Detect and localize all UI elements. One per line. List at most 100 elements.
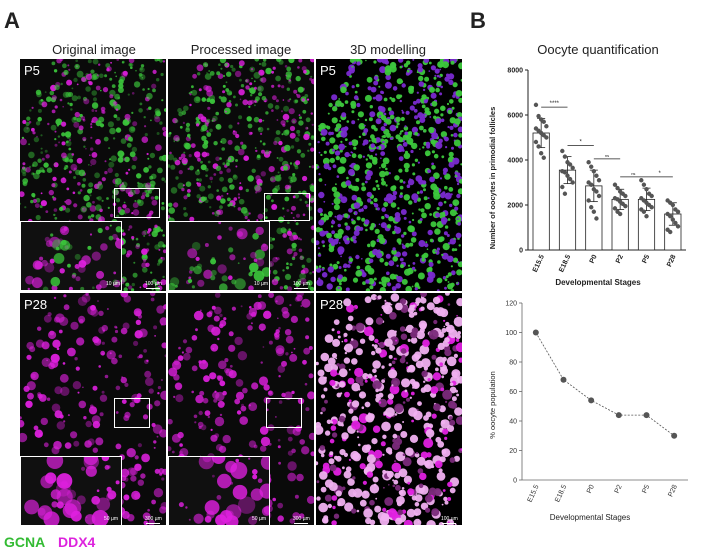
bar-data-point	[533, 139, 539, 145]
bar-chart-oocyte-quantification: Oocyte quantification Number of oocytes …	[488, 42, 686, 287]
micrograph-p5-3d-model	[316, 59, 462, 291]
inset-p5-processed	[168, 221, 270, 291]
bar-data-point	[589, 164, 594, 169]
bar-y-tick-label: 2000	[507, 203, 523, 210]
bar-data-point	[670, 202, 676, 208]
line-data-point	[560, 376, 567, 383]
scale-text-main-p28-processed: 300 µm	[293, 516, 310, 522]
bar-data-point	[639, 178, 644, 183]
bar	[532, 132, 550, 251]
line-y-tick-label: 120	[505, 301, 517, 308]
roi-square-p5-original	[114, 188, 160, 218]
panel-letter-b: B	[470, 8, 486, 33]
line-data-point	[532, 329, 539, 336]
line-data-point	[615, 412, 622, 419]
micrograph-texture	[316, 293, 462, 525]
significance-label: ****	[550, 101, 560, 107]
line-x-tick-label: E18.5	[554, 484, 568, 504]
significance-label: *	[658, 171, 661, 177]
bar-data-point	[570, 165, 575, 171]
bar-data-point	[641, 182, 647, 187]
significance-label: ns	[605, 153, 609, 158]
bar-data-point	[596, 193, 602, 199]
scale-text-inset-p5-processed: 10 µm	[254, 281, 268, 287]
bar-y-tick-label: 6000	[507, 113, 523, 120]
bar-data-point	[612, 182, 618, 187]
bar-data-point	[541, 155, 546, 160]
line-y-tick-label: 0	[513, 478, 517, 485]
bar-y-tick-label: 4000	[507, 158, 523, 165]
line-x-tick-label: P5	[641, 484, 651, 495]
legend-gcna: GCNA	[4, 534, 46, 550]
bar-data-point	[589, 182, 594, 187]
line-chart-ylabel: % oocyte population	[488, 371, 497, 439]
micrograph-texture	[169, 222, 269, 290]
bar-x-tick-label: P28	[666, 254, 678, 268]
bar-data-point	[594, 173, 599, 178]
scale-text-main-p5-processed: 100 µm	[293, 281, 310, 287]
bar-chart-title: Oocyte quantification	[537, 42, 658, 57]
bar-data-point	[596, 178, 602, 183]
bar-data-point	[570, 180, 575, 185]
micrograph-texture	[24, 457, 120, 525]
roi-square-p28-processed	[266, 398, 302, 428]
line-y-tick-label: 80	[509, 360, 517, 367]
roi-square-p5-processed	[264, 193, 310, 221]
stage-label-p28-original: P28	[24, 297, 48, 312]
line-chart-oocyte-population: % oocyte population Developmental Stages…	[488, 301, 688, 522]
bar-x-tick-label: E15.5	[532, 254, 546, 274]
inset-p28-original	[20, 456, 122, 526]
bar-data-point	[536, 144, 541, 149]
scale-text-inset-p5-original: 10 µm	[106, 281, 120, 287]
inset-p28-processed	[168, 456, 270, 526]
bar-data-point	[668, 229, 673, 235]
bar-data-point	[565, 173, 570, 178]
micrograph-p28-3d-model	[316, 293, 462, 525]
bar-data-point	[562, 170, 568, 175]
bar-data-point	[562, 154, 568, 159]
bar-data-point	[591, 169, 597, 174]
bar-x-tick-label: P5	[641, 254, 651, 265]
scalebar-p28-processed	[294, 523, 308, 524]
bar-data-point	[594, 216, 599, 221]
bar-data-point	[668, 214, 673, 219]
bar-x-tick-label: P2	[615, 254, 625, 265]
scalebar-p5-processed	[294, 288, 308, 289]
bar-data-point	[673, 220, 678, 226]
micrograph-texture	[316, 59, 462, 291]
micrograph-texture	[178, 457, 269, 525]
col-title-original: Original image	[52, 42, 136, 57]
line-x-tick-label: E15.5	[527, 484, 541, 504]
legend-ddx4: DDX4	[58, 534, 96, 550]
line-x-tick-label: P0	[586, 484, 596, 495]
bar-data-point	[541, 119, 546, 124]
line-y-tick-label: 60	[509, 389, 517, 396]
roi-square-p28-original	[114, 398, 150, 428]
bar-data-point	[644, 187, 649, 192]
scale-text-inset-p28-processed: 50 µm	[252, 516, 266, 522]
bar-data-point	[649, 205, 654, 210]
col-title-processed: Processed image	[190, 42, 292, 57]
bar-y-tick-label: 8000	[507, 68, 523, 75]
line-x-tick-label: P28	[667, 484, 679, 498]
bar-data-point	[560, 148, 565, 154]
scale-text-main-p5-original: 100 µm	[145, 281, 162, 287]
bar-data-point	[612, 206, 618, 211]
scale-text-main-p28-original: 300 µm	[145, 516, 162, 522]
bar-data-point	[567, 162, 573, 167]
stage-label-p28-model: P28	[320, 297, 344, 312]
line-data-point	[588, 397, 595, 404]
stage-label-p5-original: P5	[24, 63, 40, 78]
bar-data-point	[623, 203, 628, 209]
bar-data-point	[670, 217, 676, 222]
line-y-tick-label: 20	[509, 448, 517, 455]
line-x-tick-label: P2	[614, 484, 624, 495]
bar-x-tick-label: E18.5	[558, 254, 572, 274]
bar-data-point	[544, 135, 549, 140]
bar-chart-ylabel: Number of oocytes in primodial follicles	[488, 107, 497, 250]
scale-text-inset-p28-original: 50 µm	[104, 516, 118, 522]
bar-data-point	[594, 189, 599, 194]
significance-label: ns	[631, 171, 635, 176]
scale-text-model-p28: 100 µm	[441, 516, 458, 522]
bar-data-point	[623, 193, 628, 199]
